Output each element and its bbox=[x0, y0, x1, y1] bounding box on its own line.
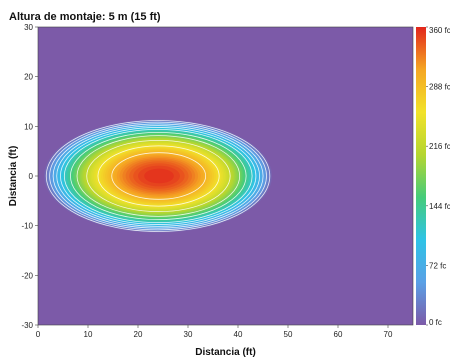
colorbar-label: 72 fc bbox=[429, 261, 446, 270]
colorbar: 360 fc 288 fc 216 fc 144 fc 72 fc 0 fc bbox=[416, 26, 450, 327]
x-axis: 0 10 20 30 40 50 60 70 bbox=[36, 325, 393, 339]
x-tick-label: 10 bbox=[84, 330, 93, 339]
heat-band bbox=[144, 168, 174, 184]
contour-line bbox=[97, 145, 220, 207]
colorbar-ticks: 360 fc 288 fc 216 fc 144 fc 72 fc 0 fc bbox=[426, 26, 450, 327]
chart-title: Altura de montaje: 5 m (15 ft) bbox=[9, 11, 161, 23]
x-tick-label: 0 bbox=[36, 330, 41, 339]
colorbar-label: 360 fc bbox=[429, 26, 450, 35]
heat-layers bbox=[43, 119, 273, 233]
colorbar-label: 144 fc bbox=[429, 202, 450, 211]
contour-line bbox=[45, 120, 271, 232]
plot-area bbox=[38, 27, 413, 325]
colorbar-label: 216 fc bbox=[429, 142, 450, 151]
contour-line bbox=[70, 131, 247, 221]
colorbar-label: 288 fc bbox=[429, 83, 450, 92]
y-axis: 30 20 10 0 -10 -20 -30 bbox=[21, 23, 38, 330]
x-tick-label: 50 bbox=[284, 330, 293, 339]
contour-line bbox=[111, 152, 207, 200]
y-tick-label: -30 bbox=[21, 321, 33, 330]
x-tick-label: 20 bbox=[134, 330, 143, 339]
y-tick-label: 20 bbox=[24, 73, 33, 82]
y-tick-label: 10 bbox=[24, 122, 33, 131]
contour-line bbox=[49, 121, 267, 231]
x-tick-label: 40 bbox=[234, 330, 243, 339]
x-tick-label: 30 bbox=[184, 330, 193, 339]
x-tick-label: 60 bbox=[334, 330, 343, 339]
contour-line bbox=[86, 139, 231, 213]
y-tick-label: 30 bbox=[24, 23, 33, 32]
x-tick-label: 70 bbox=[384, 330, 393, 339]
y-axis-label: Distancia (ft) bbox=[8, 146, 19, 207]
contour-line bbox=[52, 123, 264, 229]
y-tick-label: -20 bbox=[21, 271, 33, 280]
colorbar-label: 0 fc bbox=[429, 318, 442, 327]
y-tick-label: -10 bbox=[21, 222, 33, 231]
contour-line bbox=[56, 125, 260, 227]
contour-line bbox=[63, 128, 253, 224]
contour-line bbox=[60, 127, 257, 225]
y-tick-label: 0 bbox=[29, 172, 34, 181]
colorbar-gradient bbox=[416, 27, 426, 325]
contour-lines bbox=[45, 120, 271, 232]
x-axis-label: Distancia (ft) bbox=[195, 347, 256, 358]
contour-line bbox=[76, 135, 241, 217]
